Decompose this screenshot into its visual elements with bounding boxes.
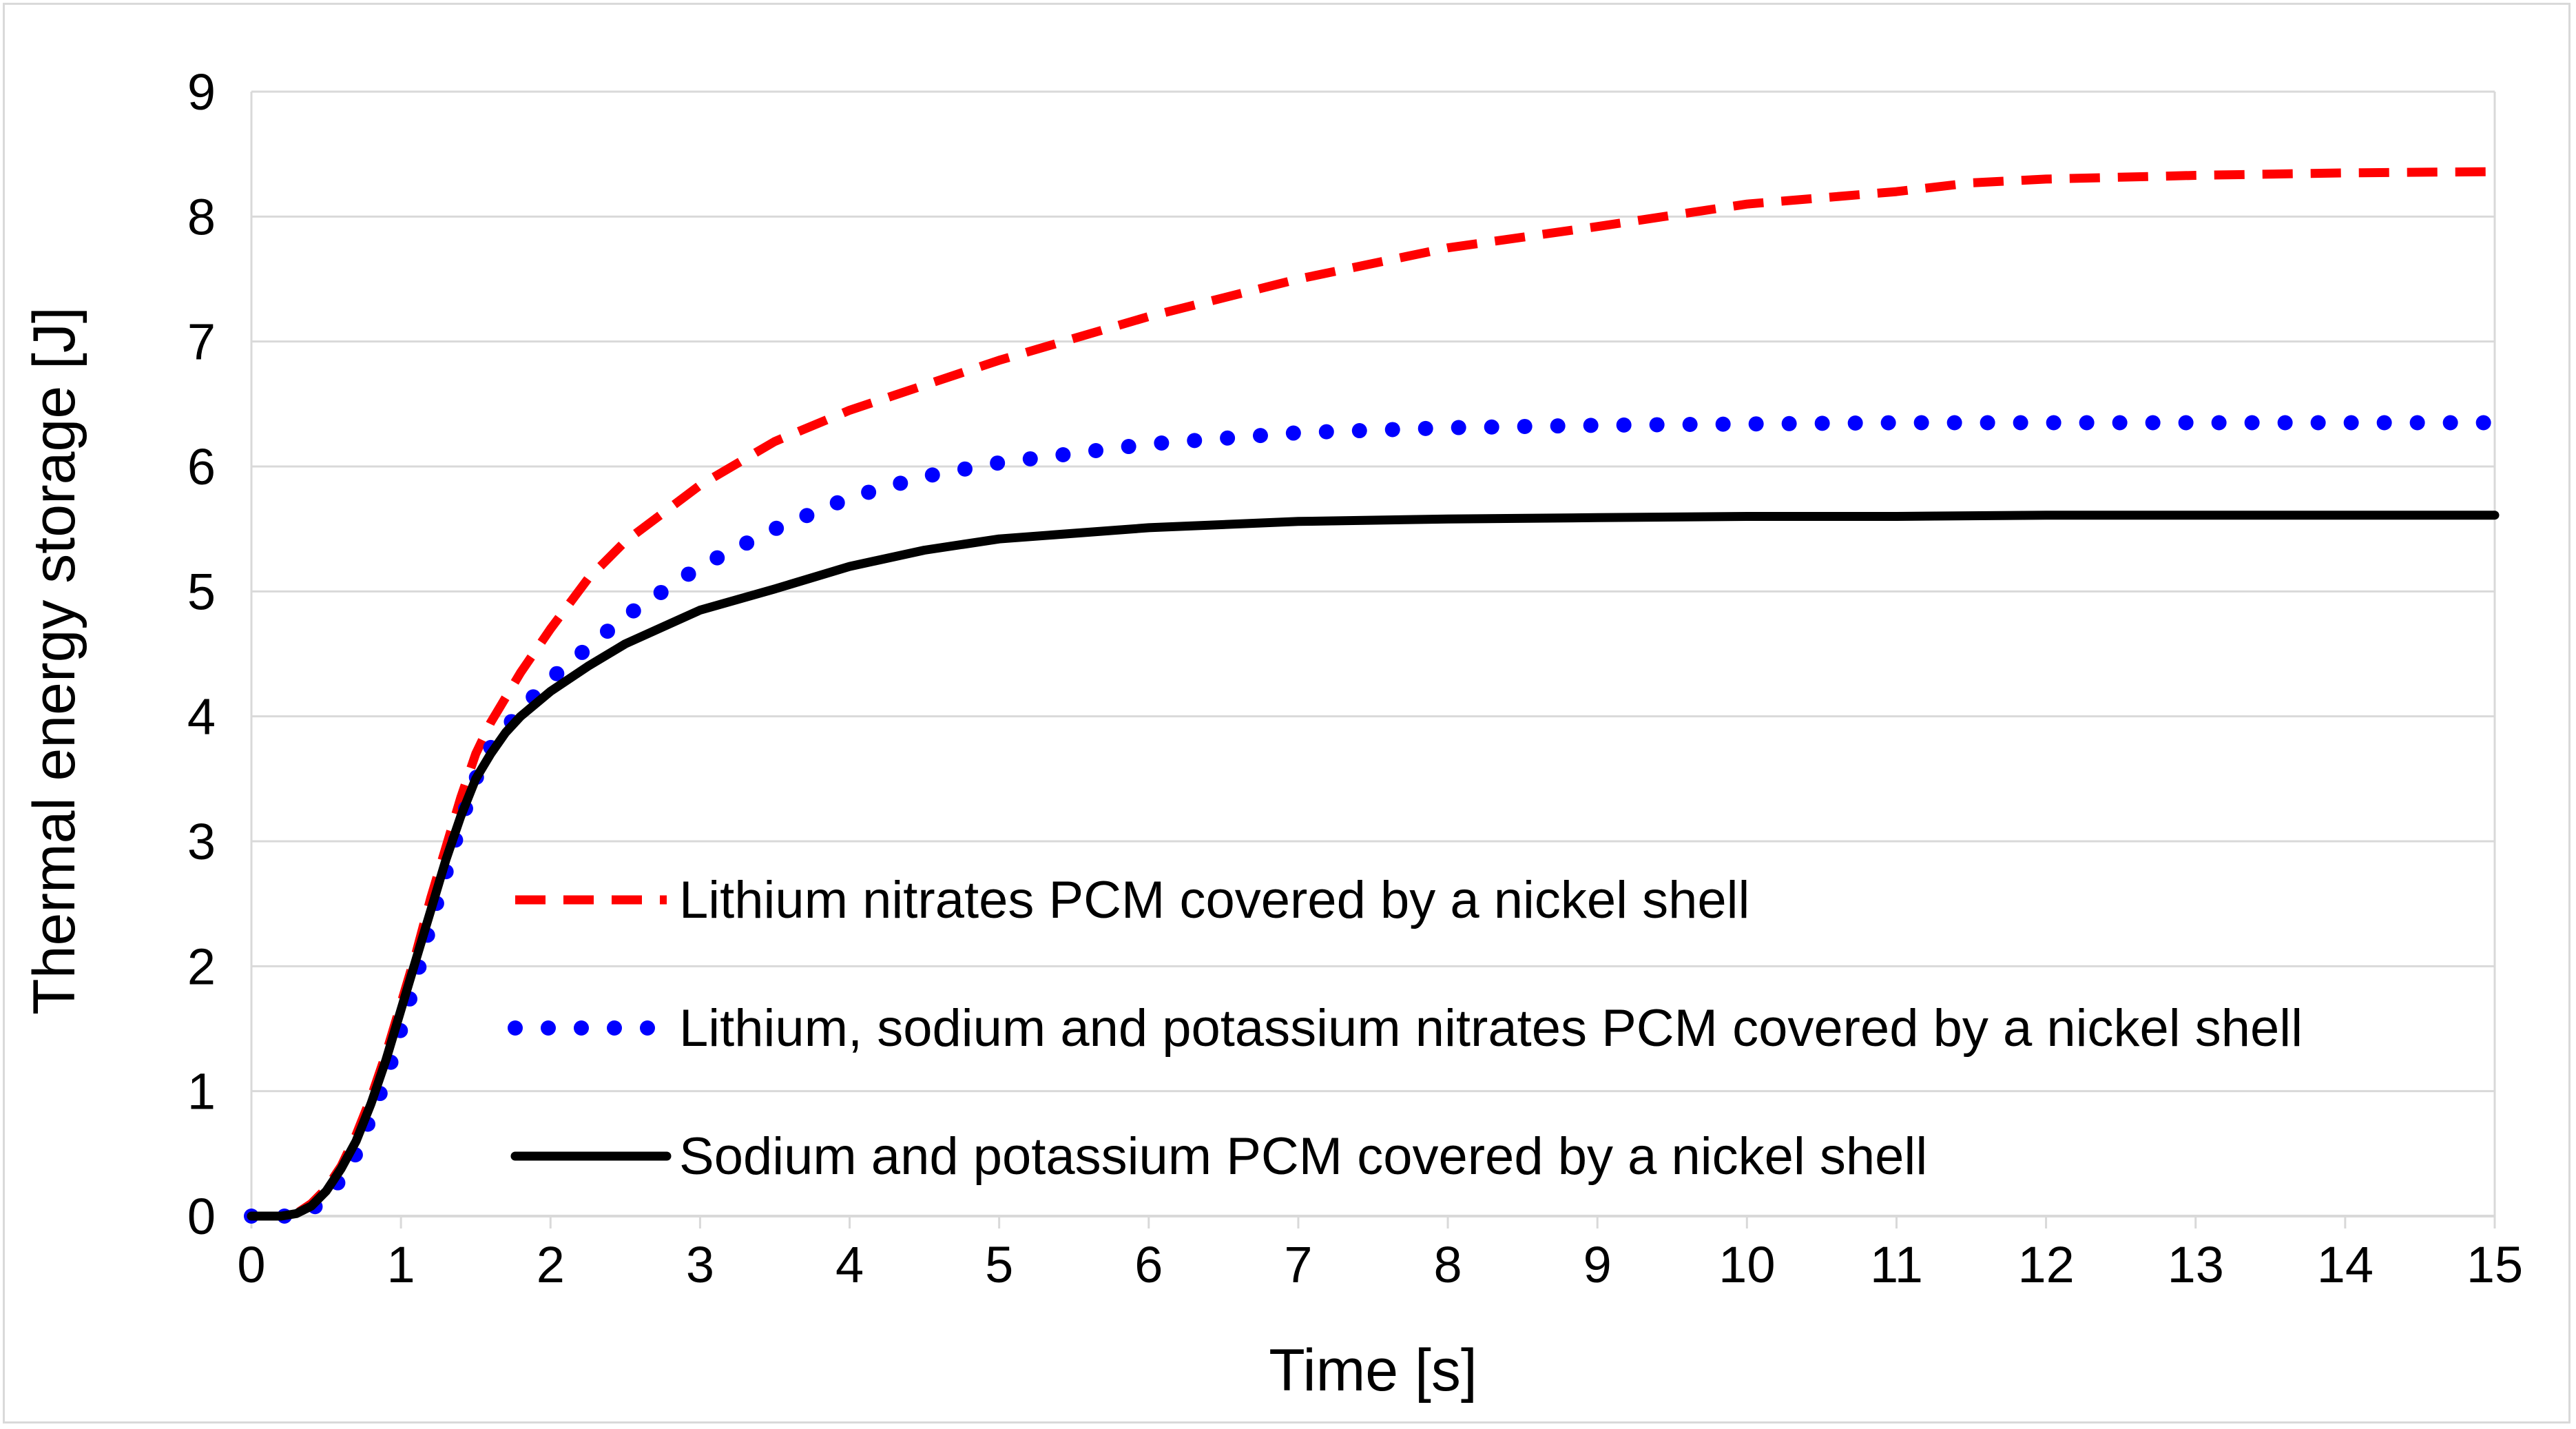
y-tick-label: 1 xyxy=(187,1063,216,1120)
y-tick-label: 7 xyxy=(187,313,216,371)
x-tick-label: 13 xyxy=(2168,1236,2224,1293)
x-tick-label: 11 xyxy=(1870,1236,1923,1293)
x-tick-label: 12 xyxy=(2017,1236,2074,1293)
legend-label-sodium-potassium: Sodium and potassium PCM covered by a ni… xyxy=(679,1127,1927,1186)
x-tick-label: 7 xyxy=(1284,1236,1312,1293)
x-tick-label: 6 xyxy=(1134,1236,1163,1293)
gridlines xyxy=(251,90,2495,1093)
x-tick-label: 4 xyxy=(835,1236,864,1293)
y-tick-label: 3 xyxy=(187,813,216,870)
y-tick-label: 4 xyxy=(187,688,216,746)
y-tick-label: 8 xyxy=(187,188,216,245)
y-tick-label: 2 xyxy=(187,938,216,995)
x-axis-title: Time [s] xyxy=(1269,1337,1477,1404)
x-tick-label: 10 xyxy=(1718,1236,1775,1293)
legend: Lithium nitrates PCM covered by a nickel… xyxy=(508,871,2303,1186)
y-axis-title: Thermal energy storage [J] xyxy=(21,307,87,1015)
series-lines xyxy=(244,167,2502,1224)
x-tick-label: 5 xyxy=(985,1236,1013,1293)
x-tick-label: 3 xyxy=(686,1236,714,1293)
x-tick-label: 1 xyxy=(387,1236,415,1293)
y-tick-label: 6 xyxy=(187,438,216,495)
x-tick-label: 8 xyxy=(1433,1236,1462,1293)
y-tick-label: 9 xyxy=(187,63,216,121)
axes xyxy=(250,92,2496,1228)
legend-label-lithium: Lithium nitrates PCM covered by a nickel… xyxy=(679,871,1749,929)
series-line-0 xyxy=(251,167,2495,1221)
y-tick-label: 5 xyxy=(187,563,216,620)
x-tick-label: 0 xyxy=(237,1236,265,1293)
x-tick-label: 14 xyxy=(2317,1236,2374,1293)
chart-frame xyxy=(3,3,2570,1423)
y-tick-label: 0 xyxy=(187,1188,216,1245)
x-tick-label: 2 xyxy=(537,1236,565,1293)
legend-label-lithium-sodium-potassium: Lithium, sodium and potassium nitrates P… xyxy=(679,999,2303,1058)
x-tick-label: 15 xyxy=(2466,1236,2523,1293)
series-line-1 xyxy=(244,415,2502,1224)
series-line-2 xyxy=(247,511,2500,1221)
x-tick-label: 9 xyxy=(1583,1236,1612,1293)
